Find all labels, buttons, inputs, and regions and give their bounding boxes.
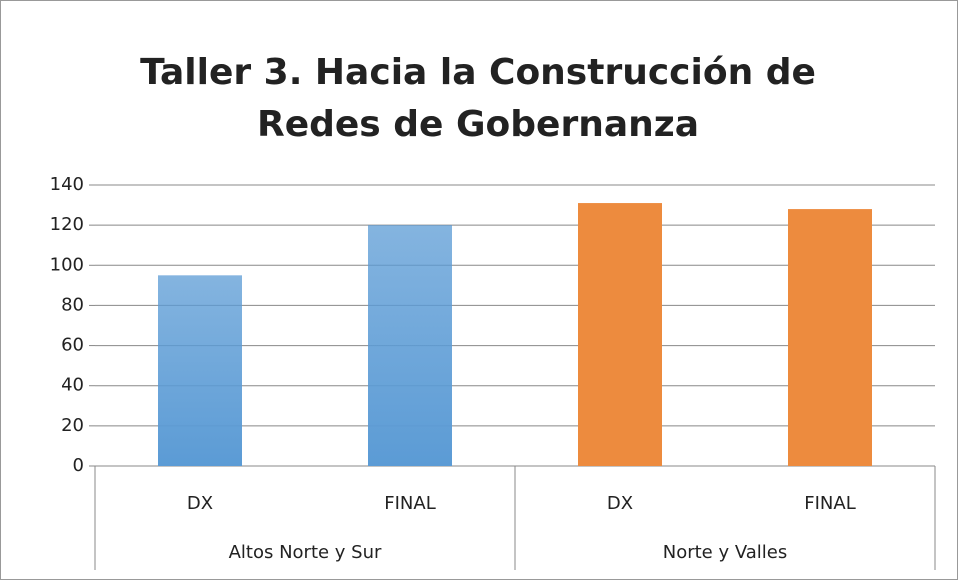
x-tick-label: DX bbox=[187, 493, 213, 514]
chart-title: Redes de Gobernanza bbox=[257, 104, 699, 145]
y-tick-label: 60 bbox=[61, 335, 84, 356]
y-tick-label: 20 bbox=[61, 415, 84, 436]
y-tick-label: 140 bbox=[50, 174, 84, 195]
group-label: Altos Norte y Sur bbox=[229, 542, 382, 563]
y-tick-label: 80 bbox=[61, 294, 84, 315]
bar bbox=[788, 209, 872, 467]
chart-title: Taller 3. Hacia la Construcción de bbox=[140, 52, 816, 93]
x-tick-label: DX bbox=[607, 493, 633, 514]
bar bbox=[578, 203, 662, 467]
y-tick-label: 0 bbox=[73, 455, 84, 476]
y-tick-label: 40 bbox=[61, 375, 84, 396]
y-tick-label: 100 bbox=[50, 254, 84, 275]
x-tick-label: FINAL bbox=[384, 493, 435, 514]
bar bbox=[368, 225, 452, 466]
bar bbox=[158, 275, 242, 466]
y-tick-label: 120 bbox=[50, 214, 84, 235]
group-label: Norte y Valles bbox=[663, 542, 788, 563]
x-tick-label: FINAL bbox=[804, 493, 855, 514]
